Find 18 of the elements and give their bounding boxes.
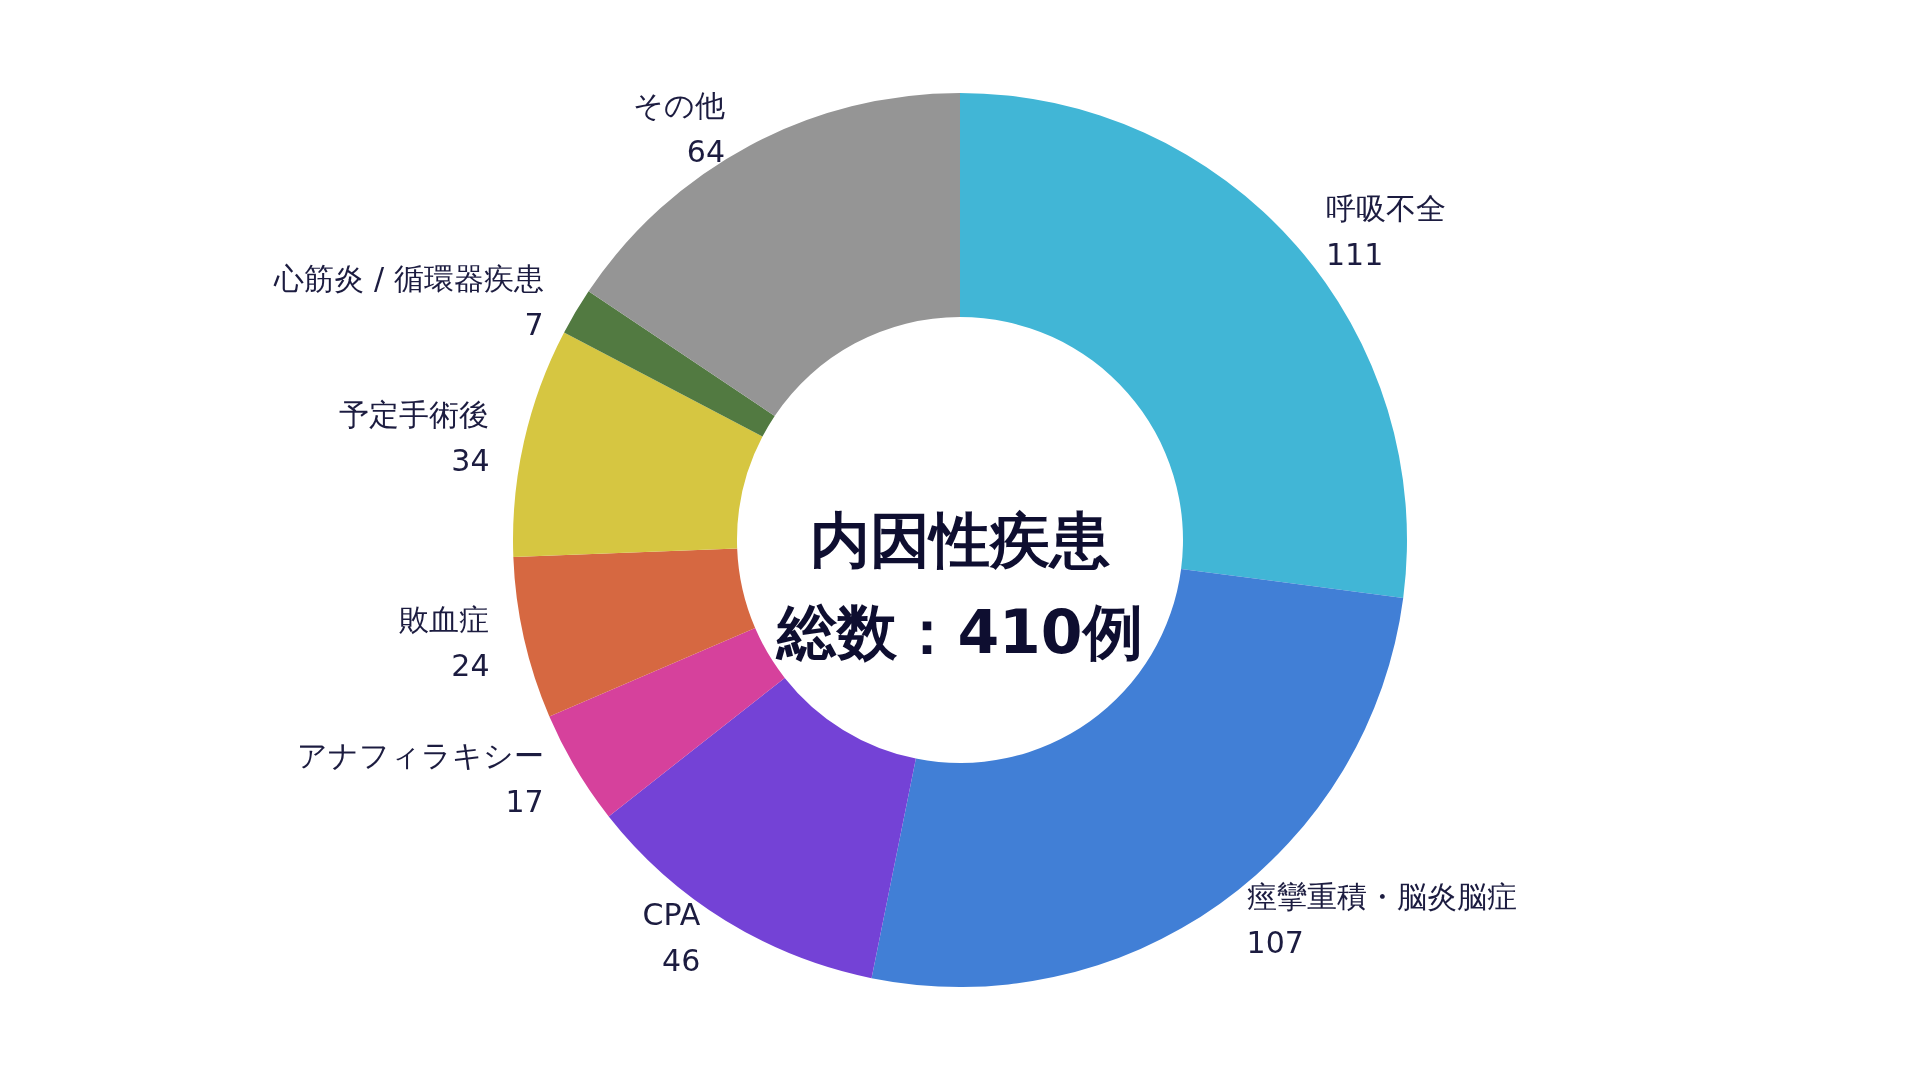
data-label: 24 [451,648,490,684]
data-label: 34 [451,442,490,478]
data-label: 64 [686,133,726,169]
slice-label: 心筋炎 / 循環器疾患 [273,260,544,296]
data-label: 46 [662,943,701,979]
slice-label: 敗血症 [399,602,490,638]
slice-label: 痙攣重積・脳炎脳症 [1246,879,1517,915]
slice-label: CPA [642,897,701,933]
slice-label: その他 [633,87,726,123]
slice-label: 呼吸不全 [1326,191,1447,227]
data-label: 7 [524,306,544,342]
slice-label: 予定手術後 [339,396,490,432]
text: 総数：410例 [775,597,1143,667]
data-label: 107 [1246,925,1304,961]
text: 内因性疾患 [810,505,1110,575]
data-label: 17 [505,784,544,820]
slice-label: アナフィラキシー [296,738,544,774]
data-label: 111 [1326,237,1384,273]
